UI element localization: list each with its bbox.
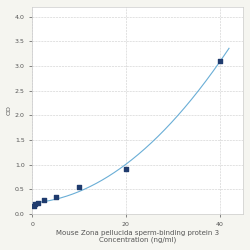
Y-axis label: OD: OD bbox=[7, 106, 12, 116]
Point bbox=[77, 185, 81, 189]
Point bbox=[124, 167, 128, 171]
Point bbox=[33, 202, 37, 206]
Point bbox=[32, 204, 36, 208]
X-axis label: Mouse Zona pellucida sperm-binding protein 3
Concentration (ng/ml): Mouse Zona pellucida sperm-binding prote… bbox=[56, 230, 219, 243]
Point bbox=[36, 200, 40, 204]
Point bbox=[42, 198, 46, 202]
Point bbox=[218, 59, 222, 63]
Point bbox=[54, 195, 58, 199]
